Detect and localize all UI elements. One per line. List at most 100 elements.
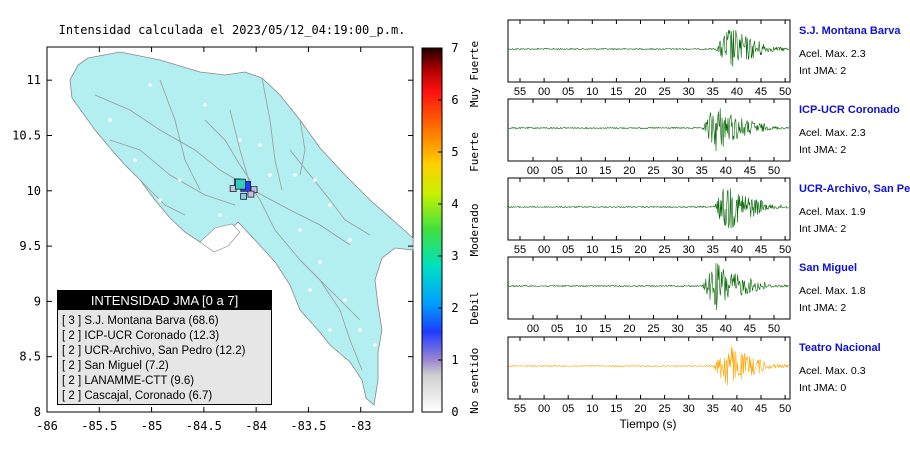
- colorbar-tick-label: 7: [451, 41, 458, 55]
- seismogram-tick-label: 05: [562, 403, 574, 415]
- colorbar-tick-label: 2: [451, 301, 458, 315]
- legend-item: [ 2 ] San Miguel (7.2): [62, 360, 169, 372]
- colorbar-gradient: [421, 47, 443, 413]
- station-title: ICP-UCR Coronado: [799, 104, 900, 116]
- seismogram-tick-label: 35: [707, 244, 719, 256]
- map-x-tick-label: -83: [350, 419, 372, 433]
- seismogram-tick-label: 10: [575, 165, 587, 177]
- seismogram-tick-label: 25: [658, 244, 670, 256]
- seismogram-trace: [508, 29, 789, 67]
- seismogram-tick-label: 40: [731, 86, 743, 98]
- legend-item: [ 2 ] Cascajal, Coronado (6.7): [62, 390, 213, 402]
- colorbar-tick-label: 1: [451, 353, 458, 367]
- seismogram-tick-label: 45: [755, 403, 767, 415]
- seismogram-panel: 55 00 05 10 15 20 25 30 35 40 45 50 UCR-Archivo, San…: [507, 177, 910, 256]
- seismogram-tick-label: 10: [586, 86, 598, 98]
- legend-item: [ 2 ] ICP-UCR Coronado (12.3): [62, 330, 220, 342]
- seismogram-tick-label: 15: [599, 323, 611, 335]
- max-acceleration: Acel. Max. 1.8: [799, 285, 866, 297]
- time-axis-label: Tiempo (s): [620, 417, 677, 431]
- seismogram-tick-label: 45: [755, 244, 767, 256]
- seismogram-tick-label: 00: [538, 244, 550, 256]
- max-acceleration: Acel. Max. 2.3: [799, 127, 866, 139]
- seismogram-tick-label: 00: [538, 403, 550, 415]
- seismogram-tick-label: 05: [551, 323, 563, 335]
- map-y-axis: 11 10.5 10 9.5 9 8.5 8: [12, 73, 413, 419]
- colorbar-tick-label: 6: [451, 93, 458, 107]
- colorbar-tick-label: 4: [451, 197, 458, 211]
- map-x-tick-label: -84: [245, 419, 267, 433]
- seismogram-tick-label: 25: [647, 323, 659, 335]
- intensity-square: [247, 190, 255, 198]
- seismogram-tick-label: 40: [731, 244, 743, 256]
- map-x-tick-label: -83.5: [290, 419, 326, 433]
- map-y-tick-label: 8: [34, 405, 41, 419]
- map-y-tick-label: 9.5: [19, 239, 41, 253]
- seismogram-tick-label: 40: [720, 165, 732, 177]
- seismogram-tick-label: 30: [671, 323, 683, 335]
- seismogram-panel: 00 05 10 15 20 25 30 35 40 45 50 ICP-UCR Coronado Ac…: [507, 98, 900, 177]
- map-title: Intensidad calculada el 2023/05/12_04:19…: [59, 23, 406, 37]
- roads: [94, 77, 371, 371]
- colorbar-category-label: No sentido: [468, 348, 481, 414]
- jma-intensity: Int JMA: 2: [799, 65, 846, 77]
- seismogram-tick-label: 35: [707, 86, 719, 98]
- map-y-tick-label: 9: [34, 294, 41, 308]
- jma-intensity: Int JMA: 0: [799, 382, 846, 394]
- seismogram-tick-label: 55: [514, 86, 526, 98]
- seismogram-tick-label: 15: [610, 403, 622, 415]
- seismogram-frame: [507, 177, 791, 241]
- station-title: UCR-Archivo, San Pedro: [799, 183, 910, 195]
- seismogram-tick-label: 00: [538, 86, 550, 98]
- seismogram-frame: [507, 98, 791, 162]
- map-x-axis: -86 -85.5 -85 -84.5 -84 -83.5 -83: [36, 47, 372, 433]
- seismogram-tick-label: 50: [768, 323, 780, 335]
- map-y-tick-label: 11: [27, 73, 41, 87]
- seismogram-panel: 55 00 05 10 15 20 25 30 35 40 45 50 S.J. Montana Bar…: [507, 19, 901, 98]
- seismogram-trace: [508, 108, 789, 152]
- seismogram-frame: [507, 19, 791, 83]
- colorbar-labels: No sentido Debil Moderado Fuerte Muy Fuerte: [468, 41, 481, 414]
- seismogram-tick-label: 25: [658, 403, 670, 415]
- colorbar-ticks: 0 1 2 3 4 5 6 7: [438, 41, 459, 419]
- seismogram-tick-label: 50: [768, 165, 780, 177]
- seismogram-tick-label: 15: [599, 165, 611, 177]
- legend-item: [ 3 ] S.J. Montana Barva (68.6): [62, 315, 219, 327]
- colorbar: 0 1 2 3 4 5 6 7 No sentido Debil Moderado Fuerte Mu…: [421, 41, 481, 419]
- seismogram-panel: 00 05 10 15 20 25 30 35 40 45 50 San Miguel Acel. Ma…: [507, 256, 866, 335]
- seismogram-tick-label: 20: [634, 244, 646, 256]
- seismogram-tick-label: 05: [562, 244, 574, 256]
- seismogram-tick-label: 30: [683, 244, 695, 256]
- seismogram-tick-label: 45: [755, 86, 767, 98]
- intensity-square: [235, 178, 246, 190]
- seismogram-tick-label: 55: [514, 244, 526, 256]
- intensity-legend: INTENSIDAD JMA [0 a 7] [ 3 ] S.J. Montan…: [57, 290, 272, 405]
- map-x-tick-label: -85: [141, 419, 163, 433]
- colorbar-tick-label: 0: [451, 405, 458, 419]
- seismogram-tick-label: 35: [707, 403, 719, 415]
- max-acceleration: Acel. Max. 1.9: [799, 206, 866, 218]
- legend-item: [ 2 ] LANAMME-CTT (9.6): [62, 375, 195, 387]
- seismogram-tick-label: 20: [634, 86, 646, 98]
- seismogram-tick-label: 10: [586, 244, 598, 256]
- max-acceleration: Acel. Max. 0.3: [799, 365, 866, 377]
- intensity-markers: [229, 178, 258, 200]
- legend-title: INTENSIDAD JMA [0 a 7]: [58, 291, 271, 310]
- legend-list: [ 3 ] S.J. Montana Barva (68.6) [ 2 ] ICP…: [58, 310, 271, 404]
- seismogram-tick-label: 45: [744, 323, 756, 335]
- map-y-tick-label: 10: [27, 184, 41, 198]
- seismogram-tick-label: 20: [623, 165, 635, 177]
- seismogram-tick-label: 10: [575, 323, 587, 335]
- jma-intensity: Int JMA: 2: [799, 223, 846, 235]
- seismogram-tick-label: 00: [527, 323, 539, 335]
- seismogram-trace: [508, 188, 789, 229]
- seismogram-trace: [508, 346, 789, 386]
- colorbar-category-label: Debil: [468, 291, 481, 324]
- seismogram-tick-label: 30: [683, 86, 695, 98]
- seismogram-tick-label: 25: [658, 86, 670, 98]
- seismogram-tick-label: 45: [744, 165, 756, 177]
- map-x-tick-label: -86: [36, 419, 58, 433]
- seismogram-trace: [508, 263, 789, 311]
- seismogram-panel: 55 00 05 10 15 20 25 30 35 40 45 50 Teatro Nacional A…: [507, 336, 881, 415]
- seismogram-tick-label: 00: [527, 165, 539, 177]
